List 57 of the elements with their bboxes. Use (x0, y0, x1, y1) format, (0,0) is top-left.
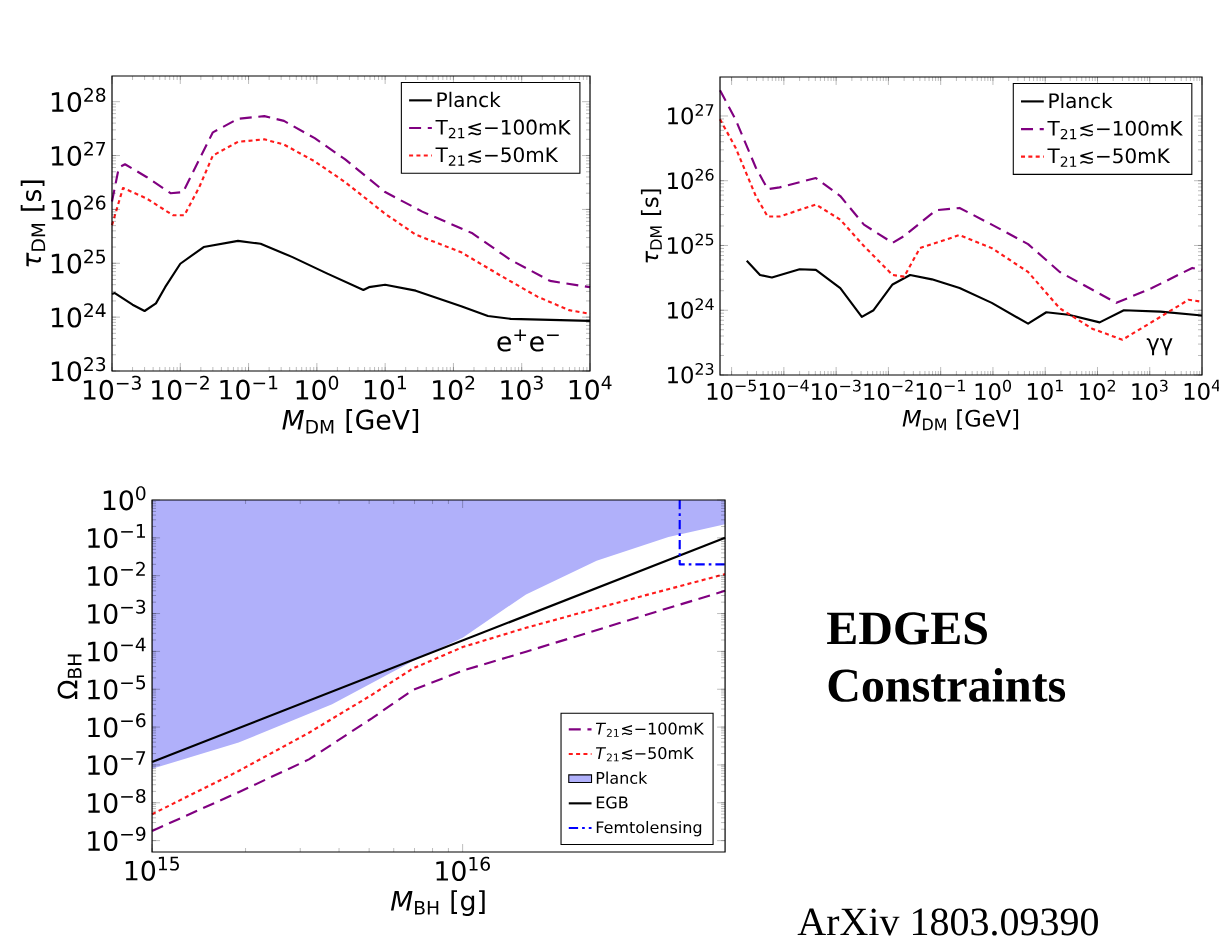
legend-label: Femtolensing (596, 820, 702, 837)
y-tick-label: 10$^{−4}$ (88, 637, 146, 662)
y-tick-label: 10$^{−3}$ (88, 599, 146, 624)
x-tick-label: 10$^{−2}$ (864, 379, 913, 401)
annotation: e$^{+}$e$^{−}$ (497, 329, 559, 352)
y-tick-label: 10$^{−2}$ (88, 561, 145, 587)
x-tick-label: 10$^{−1}$ (220, 375, 278, 400)
x-tick-label: 10$^{3}$ (501, 375, 543, 400)
y-tick-label: 10$^{24}$ (51, 303, 106, 328)
y-tick-label: 10$^{25}$ (51, 249, 105, 274)
y-tick-label: 10$^{−8}$ (88, 788, 146, 814)
x-tick-label: 10$^{−4}$ (759, 379, 809, 400)
x-tick-label: 10$^{−1}$ (916, 379, 965, 400)
x-axis-title: M$_{DM}$ [GeV] (282, 409, 419, 434)
legend-label: T$_{21}$≲−50mK (595, 747, 694, 762)
y-tick-label: 10$^{24}$ (668, 298, 714, 319)
legend-label: T$_{21}$≲−50mK (1047, 148, 1171, 167)
y-tick-label: 10$^{27}$ (51, 141, 106, 166)
x-tick-label: 10$^{−2}$ (152, 375, 209, 400)
legend-label: Planck (1049, 92, 1113, 109)
x-tick-label: 10$^{0}$ (296, 375, 339, 400)
y-axis-title: Ω$_{BH}$ (57, 654, 82, 699)
x-tick-label: 10$^{3}$ (1132, 379, 1168, 401)
legend-label: T$_{21}$≲−100mK (435, 119, 571, 139)
y-axis-title: τ$_{DM}$ [s] (640, 189, 662, 263)
x-tick-label: 10$^{15}$ (125, 856, 179, 881)
y-tick-label: 10$^{0}$ (103, 486, 146, 511)
legend-label: EGB (596, 796, 628, 809)
x-tick-label: 10$^{1}$ (1027, 379, 1063, 400)
x-axis-title: M$_{DM}$ [GeV] (902, 409, 1019, 431)
x-tick-label: 10$^{0}$ (975, 379, 1012, 401)
legend-label: Planck (596, 771, 648, 784)
y-tick-label: 10$^{25}$ (668, 233, 714, 254)
legend-label: Planck (437, 91, 501, 108)
x-tick-label: 10$^{−3}$ (812, 379, 861, 401)
x-tick-label: 10$^{4}$ (569, 375, 612, 400)
y-tick-label: 10$^{−1}$ (88, 524, 145, 549)
legend-label: T$_{21}$≲−100mK (595, 722, 705, 737)
y-tick-label: 10$^{26}$ (51, 195, 106, 220)
x-tick-label: 10$^{2}$ (1080, 379, 1116, 401)
y-tick-label: 10$^{28}$ (51, 87, 106, 113)
y-axis-title: τ$_{DM}$ [s] (20, 180, 46, 267)
x-axis-title: M$_{BH}$ [g] (390, 890, 485, 916)
x-tick-label: 10$^{1}$ (364, 375, 406, 400)
y-tick-label: 10$^{−7}$ (88, 751, 146, 776)
text: EDGES Constraints (827, 612, 1066, 702)
x-tick-label: 10$^{16}$ (436, 856, 490, 881)
text: ArXiv 1803.09390 (797, 908, 1098, 936)
legend-label: T$_{21}$≲−50mK (435, 147, 559, 166)
legend-label: T$_{21}$≲−100mK (1047, 120, 1183, 140)
y-tick-label: 10$^{−9}$ (88, 826, 146, 852)
annotation: γγ (1146, 338, 1173, 356)
y-tick-label: 10$^{−6}$ (88, 713, 146, 738)
y-tick-label: 10$^{−5}$ (88, 675, 146, 700)
x-tick-label: 10$^{2}$ (433, 375, 475, 400)
y-tick-label: 10$^{27}$ (668, 104, 714, 125)
y-tick-label: 10$^{26}$ (668, 168, 714, 190)
